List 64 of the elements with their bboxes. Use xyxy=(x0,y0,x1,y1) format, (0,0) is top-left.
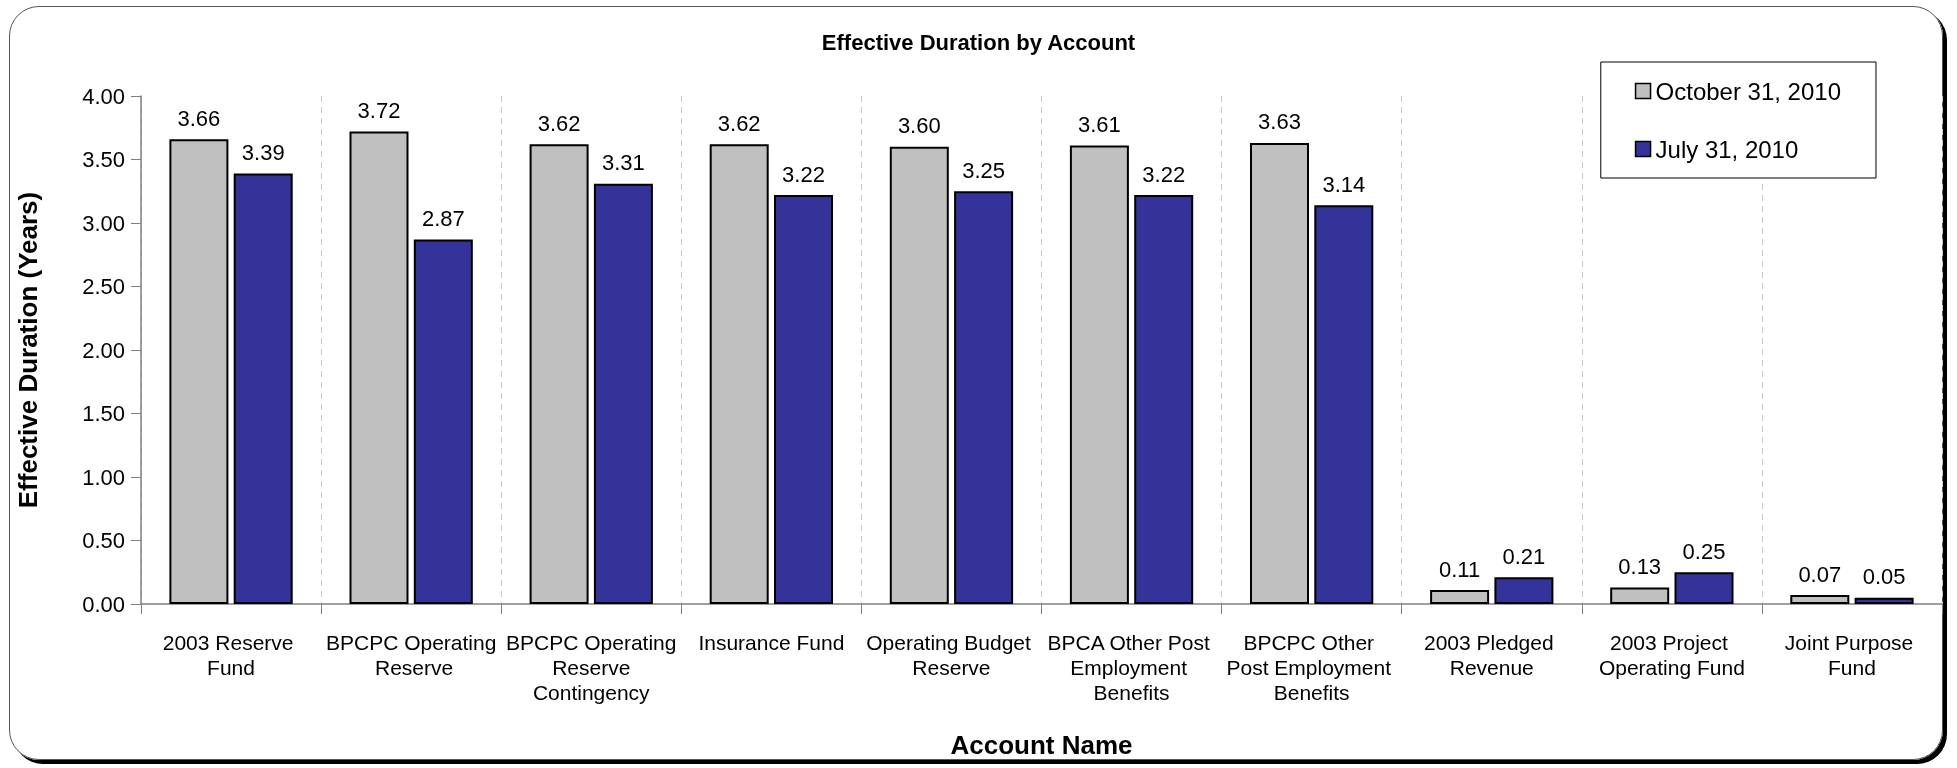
y-tick-label: 2.50 xyxy=(82,274,125,299)
x-axis-title: Account Name xyxy=(950,730,1133,760)
data-label: 3.60 xyxy=(897,113,941,139)
data-label: 3.66 xyxy=(177,105,221,131)
data-label: 3.14 xyxy=(1322,171,1366,197)
y-tick-label: 1.00 xyxy=(82,464,125,490)
data-label: 2.87 xyxy=(421,206,465,232)
x-tick-label: BPCPC Operating Reserve xyxy=(325,631,497,679)
bar xyxy=(233,173,293,604)
y-tick-label: 2.00 xyxy=(82,337,125,363)
x-tick-label: 2003 Reserve Fund xyxy=(162,631,300,679)
y-tick-label: 4.00 xyxy=(82,83,125,109)
data-label: 3.25 xyxy=(962,157,1006,183)
x-tick-label: BPCPC Other Post Employment Benefits xyxy=(1226,631,1397,704)
data-label: 0.21 xyxy=(1502,543,1546,569)
data-label: 0.25 xyxy=(1682,538,1726,564)
bar xyxy=(413,239,473,604)
y-tick-label: 1.50 xyxy=(82,401,125,426)
y-tick-label: 0.50 xyxy=(82,528,125,553)
data-label: 0.13 xyxy=(1618,553,1662,579)
bar xyxy=(529,144,589,604)
data-label: 3.31 xyxy=(601,150,645,176)
bar xyxy=(593,183,653,604)
bar xyxy=(349,131,409,604)
y-axis-title: Effective Duration (Years) xyxy=(13,191,43,509)
bar xyxy=(1854,597,1914,604)
bar xyxy=(1430,590,1490,604)
y-tick-label: 3.50 xyxy=(82,147,125,172)
data-label: 3.61 xyxy=(1077,112,1121,138)
y-tick-label: 3.00 xyxy=(82,210,125,236)
y-tick-label: 0.00 xyxy=(82,591,125,617)
x-tick-label: BPCA Other Post Employment Benefits xyxy=(1047,631,1216,704)
data-label: 0.07 xyxy=(1798,561,1842,587)
data-label: 3.63 xyxy=(1258,109,1301,135)
bar xyxy=(954,191,1014,604)
bar xyxy=(1249,142,1309,604)
data-label: 0.11 xyxy=(1439,556,1481,582)
legend-label: July 31, 2010 xyxy=(1655,135,1799,163)
data-label: 3.22 xyxy=(782,161,825,187)
x-tick-label: Insurance Fund xyxy=(698,631,845,654)
data-label: 3.62 xyxy=(537,110,581,136)
bar xyxy=(1134,195,1194,604)
x-tick-label: BPCPC Operating Reserve Contingency xyxy=(506,631,677,704)
bar xyxy=(774,195,834,604)
data-label: 3.62 xyxy=(717,110,761,136)
x-tick-label: Operating Budget Reserve xyxy=(866,631,1037,679)
x-tick-label: Joint Purpose Fund xyxy=(1784,631,1920,679)
bar xyxy=(1610,587,1670,604)
x-tick-label: 2003 Project Operating Fund xyxy=(1598,631,1745,679)
bar xyxy=(889,146,949,604)
bar xyxy=(1314,205,1374,604)
bar xyxy=(169,139,229,604)
data-label: 3.39 xyxy=(241,139,285,165)
data-label: 0.05 xyxy=(1862,564,1906,590)
bar xyxy=(1674,572,1734,604)
x-tick-label: 2003 Pledged Revenue xyxy=(1424,631,1560,679)
data-label: 3.72 xyxy=(357,98,401,124)
bar xyxy=(1494,577,1554,604)
bar xyxy=(1790,595,1850,604)
data-label: 3.22 xyxy=(1142,161,1186,187)
bar xyxy=(1069,145,1129,604)
chart-title: Effective Duration by Account xyxy=(821,29,1136,55)
legend-label: October 31, 2010 xyxy=(1655,77,1842,105)
bar xyxy=(709,144,769,604)
